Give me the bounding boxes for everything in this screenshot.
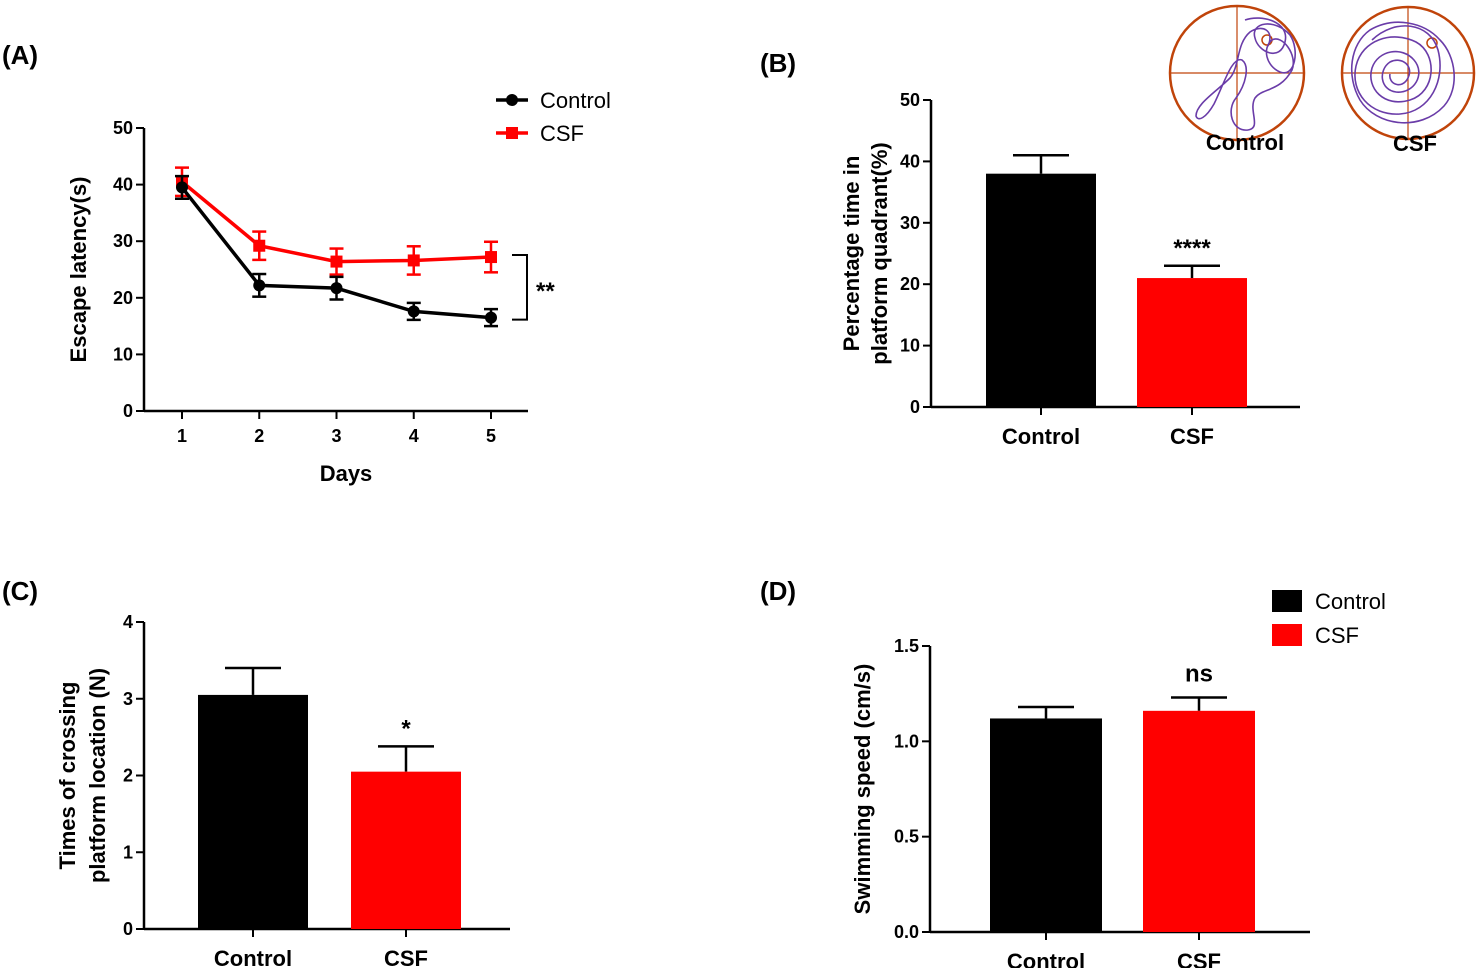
inset-csf-label: CSF xyxy=(1393,131,1437,156)
panel-a-point-csf xyxy=(253,239,266,252)
inset-csf-swim-path xyxy=(1350,21,1455,124)
panel-d-legend-label-csf: CSF xyxy=(1315,623,1359,648)
panel-d-y-tick-label: 0.5 xyxy=(894,827,919,847)
panel-b-category-label-csf: CSF xyxy=(1170,424,1214,449)
panel-label-d: (D) xyxy=(760,576,797,606)
panel-c-y-axis-label: platform location (N) xyxy=(85,668,110,883)
panel-c-bar-csf xyxy=(351,771,461,929)
panel-a-y-tick-label: 10 xyxy=(113,344,133,364)
panel-b-y-axis-label: Percentage time in xyxy=(839,156,864,352)
panel-d-legend-label-control: Control xyxy=(1315,589,1386,614)
panel-a-point-control xyxy=(407,305,420,318)
panel-a-point-csf xyxy=(485,251,497,264)
panel-b-bar-csf xyxy=(1137,278,1247,407)
panel-d-category-label-control: Control xyxy=(1007,949,1085,968)
panel-label-c: (C) xyxy=(2,576,39,606)
panel-d-bar-control xyxy=(990,718,1102,932)
panel-a-x-tick-label: 1 xyxy=(177,426,187,446)
panel-a-y-tick-label: 50 xyxy=(113,118,133,138)
panel-c-category-label-control: Control xyxy=(214,946,292,968)
panel-a-legend-label-control: Control xyxy=(540,88,611,113)
panel-d-significance-label-csf: ns xyxy=(1185,660,1213,687)
panel-d-category-label-csf: CSF xyxy=(1177,949,1221,968)
panel-c-y-tick-label: 1 xyxy=(123,842,133,862)
panel-a-y-tick-label: 0 xyxy=(123,401,133,421)
panel-a-y-tick-label: 20 xyxy=(113,288,133,308)
panel-d-legend-swatch-control xyxy=(1272,590,1302,612)
inset-control-swim-path xyxy=(1195,17,1296,131)
panel-d-y-axis-label: Swimming speed (cm/s) xyxy=(850,664,875,915)
panel-d-bar-csf xyxy=(1143,710,1255,932)
panel-d-y-tick-label: 1.0 xyxy=(894,731,919,751)
panel-c-y-axis-label: Times of crossing xyxy=(55,682,80,870)
inset-control-label: Control xyxy=(1206,130,1284,155)
panel-c-significance-label-csf: * xyxy=(401,715,411,742)
panel-a-legend-label-csf: CSF xyxy=(540,121,584,146)
panel-a-significance-bracket xyxy=(512,254,528,321)
panel-a-point-csf xyxy=(407,254,420,267)
panel-a-y-axis-label: Escape latency(s) xyxy=(66,177,91,363)
panel-label-a: (A) xyxy=(2,40,39,70)
panel-a-point-control xyxy=(330,282,343,295)
panel-a-x-tick-label: 3 xyxy=(331,426,341,446)
panel-a-y-tick-label: 40 xyxy=(113,175,133,195)
panel-a-point-control xyxy=(176,181,188,194)
panel-c-y-tick-label: 2 xyxy=(123,766,133,786)
panel-a-legend-marker-csf xyxy=(506,127,518,139)
panel-d-y-tick-label: 0.0 xyxy=(894,922,919,942)
panel-a-significance-label: ** xyxy=(536,278,555,305)
panel-d-y-tick-label: 1.5 xyxy=(894,636,919,656)
panel-b-bar-control xyxy=(986,173,1096,407)
panel-b-y-tick-label: 30 xyxy=(900,213,920,233)
panel-a-point-control xyxy=(485,311,497,324)
panel-c-category-label-csf: CSF xyxy=(384,946,428,968)
panel-c-y-tick-label: 0 xyxy=(123,919,133,939)
panel-label-b: (B) xyxy=(760,48,797,78)
panel-a-x-tick-label: 2 xyxy=(254,426,264,446)
panel-c-y-tick-label: 3 xyxy=(123,689,133,709)
panel-b-y-tick-label: 40 xyxy=(900,151,920,171)
panel-a-point-csf xyxy=(330,255,343,268)
panel-b-y-tick-label: 0 xyxy=(910,397,920,417)
panel-a-x-tick-label: 5 xyxy=(486,426,496,446)
panel-a-x-tick-label: 4 xyxy=(409,426,419,446)
panel-c-y-tick-label: 4 xyxy=(123,612,133,632)
panel-b-y-tick-label: 20 xyxy=(900,274,920,294)
panel-b-y-axis-label: platform quadrant(%) xyxy=(867,142,892,364)
panel-d-legend-swatch-csf xyxy=(1272,624,1302,646)
panel-b-significance-label-csf: **** xyxy=(1173,235,1211,262)
panel-b-category-label-control: Control xyxy=(1002,424,1080,449)
panel-a-point-control xyxy=(253,279,266,292)
panel-a-x-axis-label: Days xyxy=(320,461,373,486)
panel-a-y-tick-label: 30 xyxy=(113,231,133,251)
panel-c-bar-control xyxy=(198,694,308,929)
panel-a-legend-marker-control xyxy=(506,94,518,106)
panel-b-y-tick-label: 50 xyxy=(900,90,920,110)
panel-b-y-tick-label: 10 xyxy=(900,336,920,356)
